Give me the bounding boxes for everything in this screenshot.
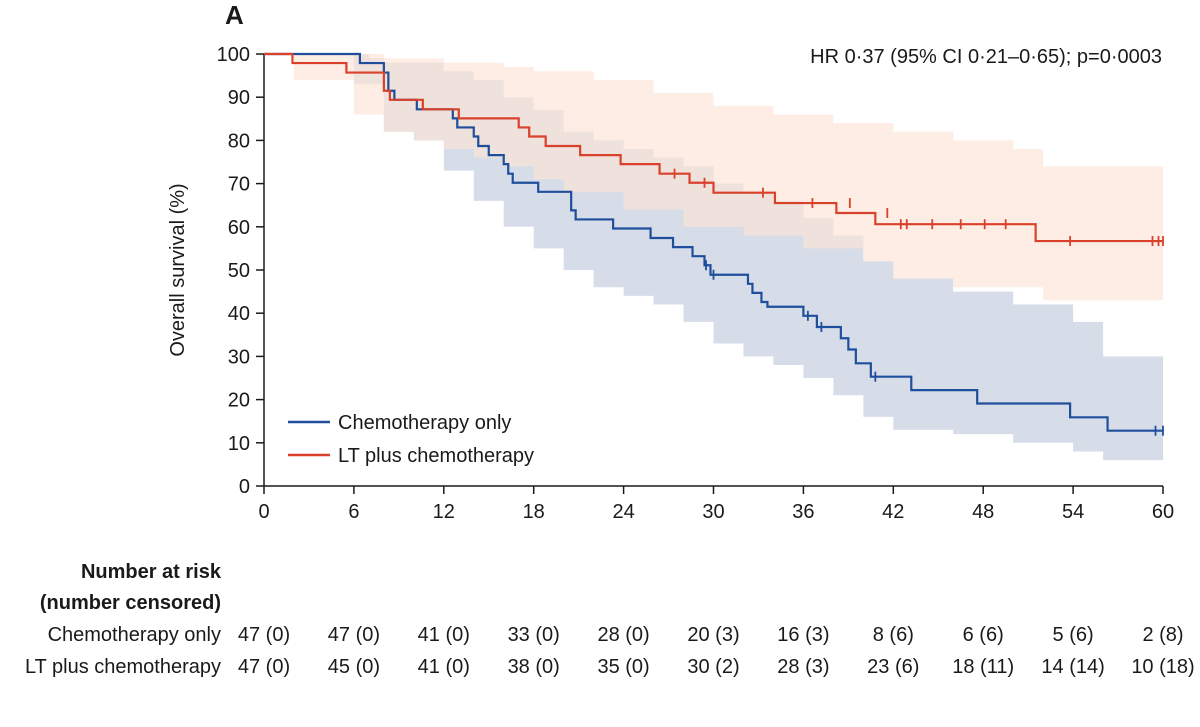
risk-cell-row0-t0: 47 (0) (237, 624, 291, 646)
risk-cell-row1-t30: 30 (2) (687, 656, 740, 678)
legend-label-lt-chemotherapy: LT plus chemotherapy (338, 445, 534, 467)
risk-cell-row1-t6: 45 (0) (327, 656, 381, 678)
risk-cell-row1-t18: 38 (0) (507, 656, 560, 678)
hazard-ratio-annotation: HR 0·37 (95% CI 0·21–0·65); p=0·0003 (810, 46, 1162, 68)
legend-label-chemotherapy: Chemotherapy only (338, 412, 511, 434)
risk-cell-row0-t42: 8 (6) (872, 624, 914, 646)
y-tick-label-70: 70 (228, 174, 250, 196)
risk-cell-row0-t60: 2 (8) (1142, 624, 1184, 646)
risk-cell-row0-t24: 28 (0) (597, 624, 650, 646)
x-tick-label-36: 36 (792, 501, 814, 523)
x-tick-label-24: 24 (612, 501, 634, 523)
risk-cell-row1-t36: 28 (3) (777, 656, 830, 678)
survival-curve-series-0 (264, 52, 1163, 432)
risk-cell-row0-t36: 16 (3) (777, 624, 830, 646)
confidence-bands (264, 54, 1163, 461)
axes: 0 10 20 30 40 50 60 70 80 90 100 0 6 12 18 24 30 36 42 48 54… (217, 44, 1175, 523)
x-tick-label-6: 6 (348, 501, 359, 523)
y-axis-label: Overall survival (%) (167, 183, 189, 356)
risk-cell-row1-t60: 10 (18) (1131, 656, 1195, 678)
x-tick-label-12: 12 (433, 501, 455, 523)
x-tick-label-60: 60 (1152, 501, 1174, 523)
y-tick-label-90: 90 (228, 87, 250, 109)
risk-cell-row0-t12: 41 (0) (417, 624, 470, 646)
risk-cell-row0-t6: 47 (0) (327, 624, 381, 646)
risk-cell-row0-t18: 33 (0) (507, 624, 560, 646)
x-tick-label-18: 18 (523, 501, 545, 523)
risk-cell-row1-t42: 23 (6) (867, 656, 920, 678)
x-tick-label-42: 42 (882, 501, 904, 523)
risk-table-title: Number at risk (80, 561, 221, 583)
risk-row-label-lt-chemotherapy: LT plus chemotherapy (24, 656, 221, 678)
risk-cell-row0-t54: 5 (6) (1052, 624, 1094, 646)
y-tick-label-80: 80 (228, 130, 250, 152)
y-tick-label-40: 40 (228, 303, 250, 325)
risk-cell-row1-t12: 41 (0) (417, 656, 470, 678)
y-tick-label-30: 30 (228, 346, 250, 368)
risk-cell-row0-t30: 20 (3) (687, 624, 740, 646)
y-tick-label-20: 20 (228, 390, 250, 412)
panel-label: A (225, 0, 244, 30)
y-tick-label-50: 50 (228, 260, 250, 282)
x-tick-label-30: 30 (702, 501, 724, 523)
x-tick-label-0: 0 (258, 501, 269, 523)
risk-cell-row1-t48: 18 (11) (952, 656, 1015, 678)
y-tick-label-0: 0 (239, 476, 250, 498)
legend: Chemotherapy only LT plus chemotherapy (288, 412, 534, 467)
risk-cell-row1-t24: 35 (0) (597, 656, 650, 678)
y-tick-label-100: 100 (217, 44, 250, 66)
risk-cell-row1-t0: 47 (0) (237, 656, 291, 678)
survival-chart: 0 10 20 30 40 50 60 70 80 90 100 0 6 12 18 24 30 36 42 48 54… (167, 0, 1175, 523)
y-tick-label-60: 60 (228, 217, 250, 239)
survival-curve-series-1 (264, 52, 1163, 243)
survival-curves (264, 52, 1163, 432)
y-tick-label-10: 10 (228, 433, 250, 455)
x-tick-label-48: 48 (972, 501, 994, 523)
risk-table-subtitle: (number censored) (39, 592, 221, 614)
risk-row-label-chemotherapy: Chemotherapy only (47, 624, 221, 646)
risk-cell-row1-t54: 14 (14) (1041, 656, 1105, 678)
risk-cell-row0-t48: 6 (6) (962, 624, 1004, 646)
ci-band-series-1 (264, 54, 1163, 301)
censor-marks (673, 168, 1164, 436)
x-tick-label-54: 54 (1062, 501, 1084, 523)
